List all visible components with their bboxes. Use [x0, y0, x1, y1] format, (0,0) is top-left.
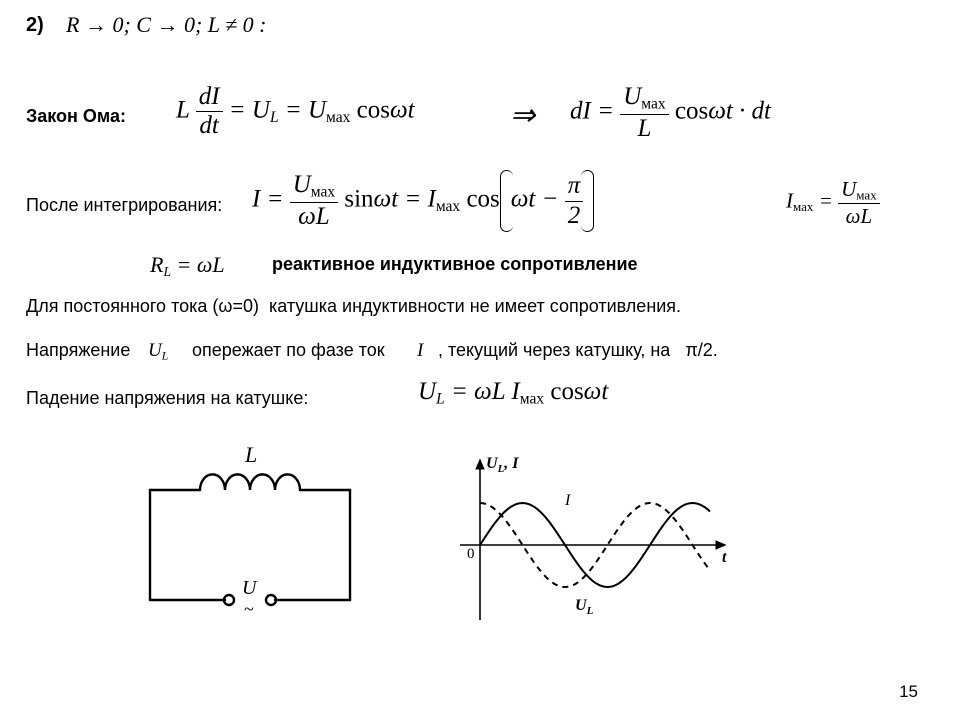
phase-statement-post: , текущий через катушку, на π/2. — [438, 340, 718, 361]
circuit-diagram: L U ~ — [120, 440, 380, 640]
voltage-drop-label: Падение напряжения на катушке: — [26, 388, 308, 409]
plot-t-label: t — [722, 549, 727, 566]
ohm-law-arrow: ⇒ — [510, 98, 535, 133]
circuit-label-U: U — [242, 577, 258, 599]
voltage-drop-equation: UL = ωL Iмах cosωt — [418, 378, 608, 408]
phase-UL-symbol: UL — [148, 340, 168, 363]
phase-statement-mid: опережает по фазе ток — [192, 340, 385, 361]
after-integration-label: После интегрирования: — [26, 195, 222, 216]
page-number: 15 — [899, 682, 918, 702]
circuit-ac-symbol: ~ — [244, 599, 254, 619]
plot-I-label: I — [564, 492, 571, 509]
ohm-law-label: Закон Ома: — [26, 106, 126, 127]
reactance-equation: RL = ωL — [150, 252, 225, 280]
case-condition: R → 0; C → 0; L ≠ 0 : — [66, 12, 267, 38]
circuit-label-L: L — [244, 442, 257, 467]
case-number: 2) — [26, 14, 44, 37]
dc-statement: Для постоянного тока (ω=0) катушка индук… — [26, 296, 681, 317]
integrated-equation: I = UмахωL sinωt = Iмах cosωt − π2 — [252, 170, 594, 232]
ohm-law-equation-rhs: dI = UмахL cosωt · dt — [570, 84, 771, 142]
ohm-law-equation-lhs: L dIdt = UL = Uмах cosωt — [176, 84, 415, 140]
reactance-label: реактивное индуктивное сопротивление — [272, 254, 638, 275]
voltage-current-plot: UL, I I UL t 0 — [440, 450, 740, 640]
phase-I-symbol: I — [417, 340, 423, 362]
plot-y-label: UL, I — [486, 455, 519, 475]
plot-zero-label: 0 — [467, 546, 475, 562]
phase-statement-pre: Напряжение — [26, 340, 130, 361]
imax-definition: Iмах = UмахωL — [786, 178, 880, 227]
plot-UL-label: UL — [575, 597, 594, 617]
